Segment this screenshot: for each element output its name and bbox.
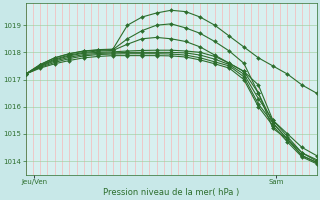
X-axis label: Pression niveau de la mer( hPa ): Pression niveau de la mer( hPa ): [103, 188, 239, 197]
